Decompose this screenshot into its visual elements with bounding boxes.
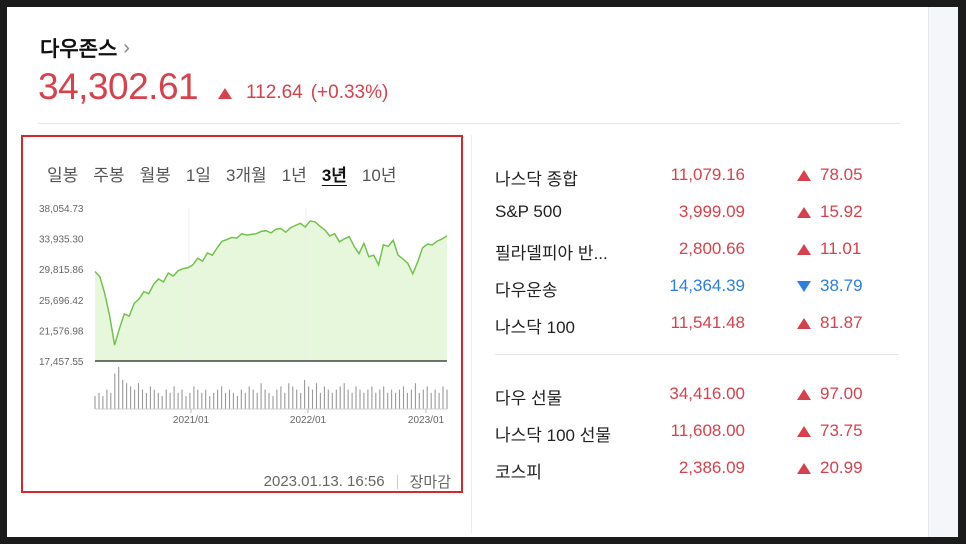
chart-footer: 2023.01.13. 16:56 장마감 [264,471,451,492]
x-tick-label: 2021/01 [173,415,210,426]
index-title-link[interactable]: 다우존스 › [40,33,130,63]
index-value: 11,541.48 [670,313,745,332]
price-area [95,221,447,361]
change-percent: (+0.33%) [310,82,389,103]
index-title[interactable]: 다우존스 [40,38,118,61]
index-change: 15.92 [797,202,863,222]
index-change-value: 15.92 [820,202,863,221]
period-tab[interactable]: 1년 [281,166,307,185]
up-arrow-icon [797,462,811,474]
index-row[interactable]: 나스닥 100 선물 11,608.00 73.75 [495,421,875,445]
index-change: 81.87 [797,313,863,333]
y-tick-label: 33,935.30 [39,235,84,246]
price-chart: 38,054.73 33,935.30 29,815.86 25,696.42 21,5… [39,204,448,426]
price-line [94,220,448,346]
y-tick-label: 25,696.42 [39,296,84,307]
index-row[interactable]: 나스닥 종합 11,079.16 78.05 [495,165,875,189]
up-arrow-icon [797,317,811,329]
index-change: 11.01 [797,239,861,259]
index-value: 2,386.09 [678,458,745,477]
index-change: 78.05 [797,165,863,185]
index-change: 73.75 [797,421,863,441]
index-change-value: 81.87 [820,313,863,332]
header-divider [38,123,900,124]
period-tab[interactable]: 일봉 [47,166,79,185]
index-change: 97.00 [797,384,863,404]
index-name[interactable]: 다우운송 [495,281,558,300]
index-change: 38.79 [797,276,863,296]
up-arrow-icon [797,388,811,400]
chart-panel: 일봉 주봉 월봉 1일 3개월 1년 3년 10년 38,054.73 33,935.30 29,… [21,135,463,493]
index-change-value: 20.99 [820,458,863,477]
up-arrow-icon [218,87,232,99]
up-arrow-icon [797,206,811,218]
index-name[interactable]: 나스닥 종합 [495,170,578,189]
index-change: 20.99 [797,458,863,478]
change-value: 112.64 [246,82,303,103]
index-name[interactable]: 코스피 [495,463,542,482]
index-value: 3,999.09 [678,202,745,221]
index-row[interactable]: 필라델피아 반... 2,800.66 11.01 [495,239,875,263]
index-value: 2,800.66 [678,239,745,258]
y-tick-label: 38,054.73 [39,204,84,215]
period-tab[interactable]: 1일 [185,166,211,185]
x-tick-label: 2023/01 [408,415,445,426]
index-value: 34,416.00 [669,384,745,403]
index-name[interactable]: S&P 500 [495,202,562,221]
index-name[interactable]: 나스닥 100 선물 [495,426,612,445]
index-value: 14,364.39 [669,276,745,295]
current-price: 34,302.61 [38,66,199,107]
index-value: 11,608.00 [670,421,745,440]
period-tab[interactable]: 월봉 [139,166,171,185]
index-name[interactable]: 나스닥 100 [495,318,576,337]
right-side-strip [928,7,958,537]
footer-divider [396,474,398,489]
y-tick-label: 17,457.55 [39,357,84,368]
main-panel [7,7,957,537]
index-change-value: 73.75 [820,421,863,440]
index-change-value: 97.00 [820,384,863,403]
index-change-value: 11.01 [820,239,862,258]
price-change: 112.64 (+0.33%) [218,82,388,104]
y-tick-label: 29,815.86 [39,265,84,276]
index-row[interactable]: 다우운송 14,364.39 38.79 [495,276,875,300]
period-tabs: 일봉 주봉 월봉 1일 3개월 1년 3년 10년 [47,161,411,186]
index-name[interactable]: 필라델피아 반... [495,244,608,263]
period-tab[interactable]: 3년 [321,166,347,185]
chevron-right-icon[interactable]: › [123,36,130,59]
up-arrow-icon [797,169,811,181]
y-tick-label: 21,576.98 [39,326,84,337]
index-change-value: 78.05 [820,165,863,184]
period-tab[interactable]: 10년 [361,166,397,185]
up-arrow-icon [797,425,811,437]
index-row[interactable]: 코스피 2,386.09 20.99 [495,458,875,482]
x-tick-label: 2022/01 [290,415,327,426]
period-tab[interactable]: 주봉 [93,166,125,185]
index-change-value: 38.79 [820,276,863,295]
column-divider [471,135,472,533]
up-arrow-icon [797,243,811,255]
index-row[interactable]: 나스닥 100 11,541.48 81.87 [495,313,875,337]
index-name[interactable]: 다우 선물 [495,389,563,408]
index-value: 11,079.16 [670,165,745,184]
down-arrow-icon [797,280,811,292]
index-row[interactable]: 다우 선물 34,416.00 97.00 [495,384,875,408]
indices-divider [495,354,899,355]
market-status: 장마감 [409,474,451,491]
period-tab[interactable]: 3개월 [225,166,267,185]
index-row[interactable]: S&P 500 3,999.09 15.92 [495,202,875,226]
chart-timestamp: 2023.01.13. 16:56 [263,473,385,490]
